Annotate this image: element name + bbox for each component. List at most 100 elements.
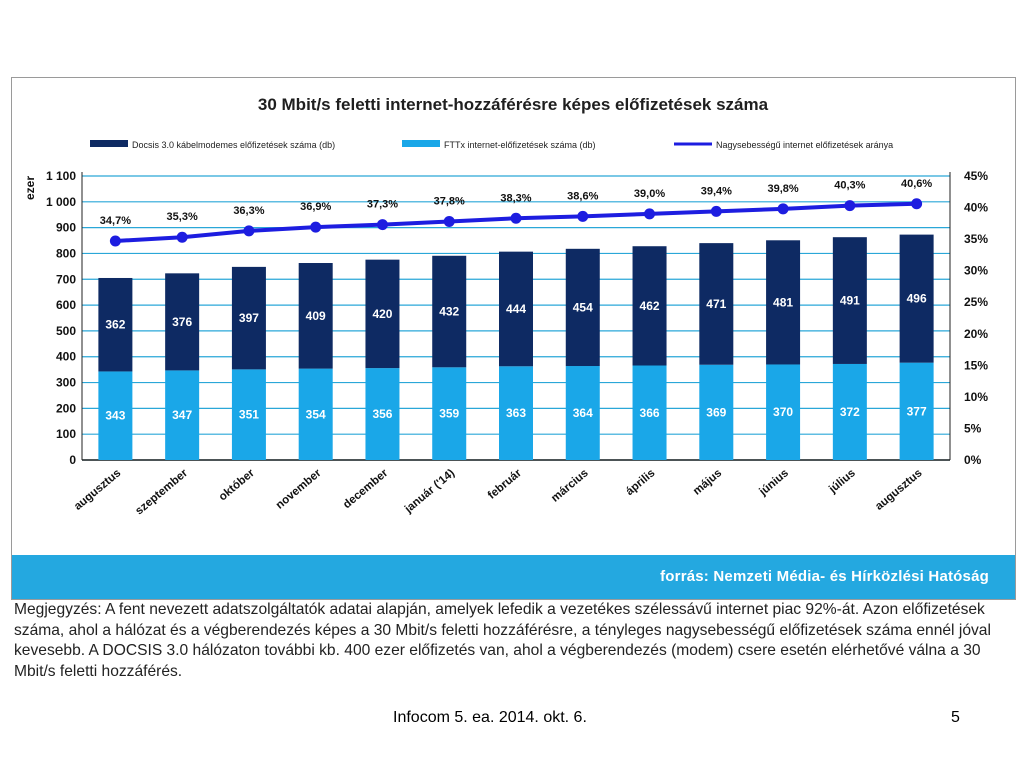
bar-value-fttx: 377 bbox=[907, 404, 927, 418]
bar-fttx bbox=[766, 364, 801, 460]
y2-tick-label: 20% bbox=[964, 327, 988, 341]
legend-label: Docsis 3.0 kábelmodemes előfizetések szá… bbox=[132, 140, 335, 150]
bar-fttx bbox=[899, 362, 934, 460]
bar-value-fttx: 347 bbox=[172, 408, 192, 422]
bar-value-fttx: 351 bbox=[239, 408, 259, 422]
x-tick-label: augusztus bbox=[873, 467, 924, 513]
line-point bbox=[510, 212, 522, 224]
legend-label: Nagysebességű internet előfizetések arán… bbox=[716, 140, 893, 150]
bar-fttx bbox=[432, 367, 467, 460]
line-value-label: 39,4% bbox=[701, 185, 732, 197]
bar-docsis bbox=[632, 246, 667, 366]
bar-fttx bbox=[832, 363, 867, 460]
y2-tick-label: 45% bbox=[964, 169, 988, 183]
legend-swatch bbox=[402, 140, 440, 147]
y-tick-label: 400 bbox=[56, 350, 76, 364]
bar-value-fttx: 363 bbox=[506, 406, 526, 420]
line-value-label: 35,3% bbox=[167, 211, 198, 223]
bar-docsis bbox=[899, 234, 934, 363]
bar-value-fttx: 356 bbox=[372, 407, 392, 421]
footer-text: Infocom 5. ea. 2014. okt. 6. bbox=[393, 709, 587, 726]
y-tick-label: 600 bbox=[56, 298, 76, 312]
bar-value-fttx: 372 bbox=[840, 405, 860, 419]
y2-tick-label: 25% bbox=[964, 295, 988, 309]
line-value-label: 40,3% bbox=[834, 180, 865, 192]
bar-value-docsis: 432 bbox=[439, 305, 459, 319]
bar-docsis bbox=[432, 255, 467, 368]
bar-docsis bbox=[499, 251, 533, 367]
bar-fttx bbox=[165, 370, 200, 460]
line-point bbox=[443, 215, 455, 227]
x-tick-label: szeptember bbox=[133, 467, 190, 518]
x-tick-label: április bbox=[624, 467, 658, 498]
bar-fttx bbox=[565, 366, 600, 460]
x-tick-label: július bbox=[826, 467, 857, 496]
y-tick-label: 800 bbox=[56, 246, 76, 260]
y2-tick-label: 0% bbox=[964, 453, 982, 467]
y-tick-label: 200 bbox=[56, 401, 76, 415]
line-point bbox=[176, 231, 188, 243]
legend-swatch bbox=[90, 140, 128, 147]
bar-value-docsis: 420 bbox=[372, 307, 392, 321]
y-tick-label: 500 bbox=[56, 324, 76, 338]
x-tick-label: január ('14) bbox=[402, 467, 457, 516]
line-point bbox=[577, 210, 589, 222]
line-value-label: 39,8% bbox=[767, 183, 798, 195]
line-point bbox=[844, 200, 856, 212]
y-tick-label: 900 bbox=[56, 221, 76, 235]
x-tick-label: június bbox=[757, 467, 791, 499]
bar-value-fttx: 366 bbox=[640, 406, 660, 420]
y-tick-label: 1 000 bbox=[46, 195, 76, 209]
x-tick-label: október bbox=[217, 467, 257, 504]
line-value-label: 36,3% bbox=[233, 205, 264, 217]
x-tick-label: május bbox=[691, 467, 724, 498]
y2-tick-label: 30% bbox=[964, 264, 988, 278]
line-value-label: 39,0% bbox=[634, 188, 665, 200]
bar-value-fttx: 354 bbox=[306, 407, 326, 421]
line-value-label: 37,8% bbox=[434, 195, 465, 207]
y2-tick-label: 10% bbox=[964, 390, 988, 404]
y-tick-label: 300 bbox=[56, 376, 76, 390]
line-value-label: 36,9% bbox=[300, 201, 331, 213]
bar-value-docsis: 444 bbox=[506, 302, 526, 316]
y-tick-label: 1 100 bbox=[46, 169, 76, 183]
bar-fttx bbox=[365, 368, 400, 460]
chart-title: 30 Mbit/s feletti internet-hozzáférésre … bbox=[258, 95, 769, 114]
x-tick-label: március bbox=[549, 467, 591, 505]
bar-value-fttx: 364 bbox=[573, 406, 593, 420]
bar-fttx bbox=[699, 364, 734, 460]
y2-tick-label: 35% bbox=[964, 232, 988, 246]
bar-value-docsis: 471 bbox=[706, 297, 726, 311]
chart-canvas: 30 Mbit/s feletti internet-hozzáférésre … bbox=[23, 95, 988, 518]
line-value-label: 37,3% bbox=[367, 199, 398, 211]
bar-value-fttx: 343 bbox=[105, 409, 125, 423]
y2-tick-label: 40% bbox=[964, 201, 988, 215]
y-axis-label: ezer bbox=[23, 176, 37, 200]
bar-fttx bbox=[231, 369, 266, 460]
y-tick-label: 0 bbox=[69, 453, 76, 467]
page-number: 5 bbox=[951, 709, 960, 726]
x-tick-label: november bbox=[274, 467, 324, 512]
bar-value-docsis: 481 bbox=[773, 295, 793, 309]
legend-label: FTTx internet-előfizetések száma (db) bbox=[444, 140, 596, 150]
line-point bbox=[109, 235, 121, 247]
bar-value-fttx: 370 bbox=[773, 405, 793, 419]
line-value-label: 38,3% bbox=[500, 192, 531, 204]
line-value-label: 34,7% bbox=[100, 215, 131, 227]
bar-value-fttx: 359 bbox=[439, 407, 459, 421]
bar-fttx bbox=[632, 365, 667, 460]
bar-docsis bbox=[231, 266, 266, 370]
bar-docsis bbox=[298, 263, 333, 369]
bar-fttx bbox=[298, 368, 333, 460]
bar-value-docsis: 462 bbox=[640, 299, 660, 313]
line-point bbox=[376, 219, 388, 231]
bar-docsis bbox=[699, 243, 734, 365]
line-point bbox=[644, 208, 656, 220]
source-bar: forrás: Nemzeti Média- és Hírközlési Hat… bbox=[12, 555, 1015, 599]
line-point bbox=[710, 205, 722, 217]
y2-tick-label: 15% bbox=[964, 358, 988, 372]
note-text: Megjegyzés: A fent nevezett adatszolgált… bbox=[14, 601, 991, 680]
x-tick-label: augusztus bbox=[72, 467, 123, 513]
bar-fttx bbox=[98, 371, 133, 460]
bar-value-docsis: 454 bbox=[573, 300, 593, 314]
